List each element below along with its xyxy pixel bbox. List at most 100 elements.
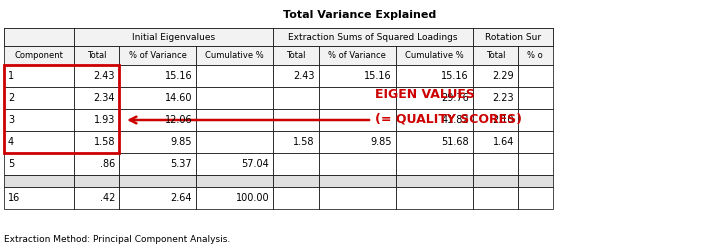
Bar xyxy=(120,109,197,131)
Text: Cumulative %: Cumulative % xyxy=(405,51,464,60)
Bar xyxy=(120,131,197,153)
Bar xyxy=(4,28,74,46)
Bar xyxy=(396,87,473,109)
Bar xyxy=(74,65,120,87)
Text: 15.16: 15.16 xyxy=(165,71,192,81)
Text: 1: 1 xyxy=(8,71,14,81)
Text: 16: 16 xyxy=(8,193,20,203)
Bar xyxy=(518,87,553,109)
Text: EIGEN VALUES: EIGEN VALUES xyxy=(375,88,475,102)
Text: 2.10: 2.10 xyxy=(492,115,514,125)
Text: Total: Total xyxy=(287,51,306,60)
Bar xyxy=(518,109,553,131)
Text: Cumulative %: Cumulative % xyxy=(205,51,264,60)
Text: % of Variance: % of Variance xyxy=(328,51,386,60)
Bar xyxy=(319,65,396,87)
Bar xyxy=(74,46,120,65)
Bar xyxy=(4,46,74,65)
Text: 2.29: 2.29 xyxy=(492,71,514,81)
Bar xyxy=(274,65,319,87)
Bar xyxy=(518,187,553,209)
Text: Rotation Sur: Rotation Sur xyxy=(485,33,541,42)
Bar xyxy=(319,109,396,131)
Text: 51.68: 51.68 xyxy=(441,137,469,147)
Bar xyxy=(319,153,396,175)
Bar xyxy=(4,28,553,46)
Bar xyxy=(4,175,74,187)
Bar xyxy=(74,153,120,175)
Bar xyxy=(197,153,274,175)
Bar xyxy=(4,65,120,153)
Text: 1.64: 1.64 xyxy=(492,137,514,147)
Bar xyxy=(518,46,553,65)
Text: Total: Total xyxy=(486,51,505,60)
Bar xyxy=(197,65,274,87)
Bar xyxy=(473,46,518,65)
Bar xyxy=(473,131,518,153)
Bar xyxy=(319,175,396,187)
Bar xyxy=(74,87,120,109)
Text: 2.34: 2.34 xyxy=(94,93,115,103)
Bar xyxy=(120,153,197,175)
Text: 1.58: 1.58 xyxy=(94,137,115,147)
Bar xyxy=(120,187,197,209)
Text: 12.06: 12.06 xyxy=(165,115,192,125)
Bar xyxy=(274,175,319,187)
Text: Extraction Method: Principal Component Analysis.: Extraction Method: Principal Component A… xyxy=(4,235,230,244)
Bar xyxy=(518,131,553,153)
Bar xyxy=(473,28,553,46)
Text: Total: Total xyxy=(87,51,107,60)
Bar xyxy=(473,187,518,209)
Text: 9.85: 9.85 xyxy=(370,137,392,147)
Text: Component: Component xyxy=(14,51,63,60)
Bar xyxy=(274,28,473,46)
Bar xyxy=(197,175,274,187)
Bar xyxy=(4,131,74,153)
Text: (= QUALITY SCORES): (= QUALITY SCORES) xyxy=(375,112,522,125)
Bar xyxy=(396,109,473,131)
Bar xyxy=(396,153,473,175)
Bar xyxy=(120,87,197,109)
Bar xyxy=(74,28,274,46)
Bar xyxy=(473,175,518,187)
Text: 5.37: 5.37 xyxy=(171,159,192,169)
Bar xyxy=(4,187,74,209)
Text: 1.93: 1.93 xyxy=(94,115,115,125)
Text: 15.16: 15.16 xyxy=(364,71,392,81)
Bar xyxy=(197,131,274,153)
Text: Initial Eigenvalues: Initial Eigenvalues xyxy=(132,33,215,42)
Text: 41.82: 41.82 xyxy=(441,115,469,125)
Text: % o: % o xyxy=(528,51,543,60)
Bar xyxy=(319,46,396,65)
Bar xyxy=(120,175,197,187)
Bar xyxy=(197,187,274,209)
Text: 9.85: 9.85 xyxy=(171,137,192,147)
Text: 2.43: 2.43 xyxy=(293,71,315,81)
Bar xyxy=(74,131,120,153)
Text: 14.60: 14.60 xyxy=(165,93,192,103)
Bar xyxy=(274,46,319,65)
Text: 2.43: 2.43 xyxy=(94,71,115,81)
Bar xyxy=(274,109,319,131)
Bar xyxy=(473,109,518,131)
Text: .42: .42 xyxy=(100,193,115,203)
Bar xyxy=(4,65,74,87)
Bar xyxy=(274,187,319,209)
Text: 100.00: 100.00 xyxy=(235,193,269,203)
Bar xyxy=(396,131,473,153)
Bar xyxy=(396,65,473,87)
Bar xyxy=(74,109,120,131)
Text: 2: 2 xyxy=(8,93,14,103)
Bar xyxy=(4,87,74,109)
Text: 57.04: 57.04 xyxy=(241,159,269,169)
Text: .86: .86 xyxy=(100,159,115,169)
Bar xyxy=(120,65,197,87)
Bar xyxy=(120,46,197,65)
Bar xyxy=(197,46,274,65)
Bar xyxy=(274,153,319,175)
Bar xyxy=(473,65,518,87)
Text: 2.64: 2.64 xyxy=(171,193,192,203)
Bar xyxy=(396,187,473,209)
Bar xyxy=(396,46,473,65)
Text: 1.58: 1.58 xyxy=(293,137,315,147)
